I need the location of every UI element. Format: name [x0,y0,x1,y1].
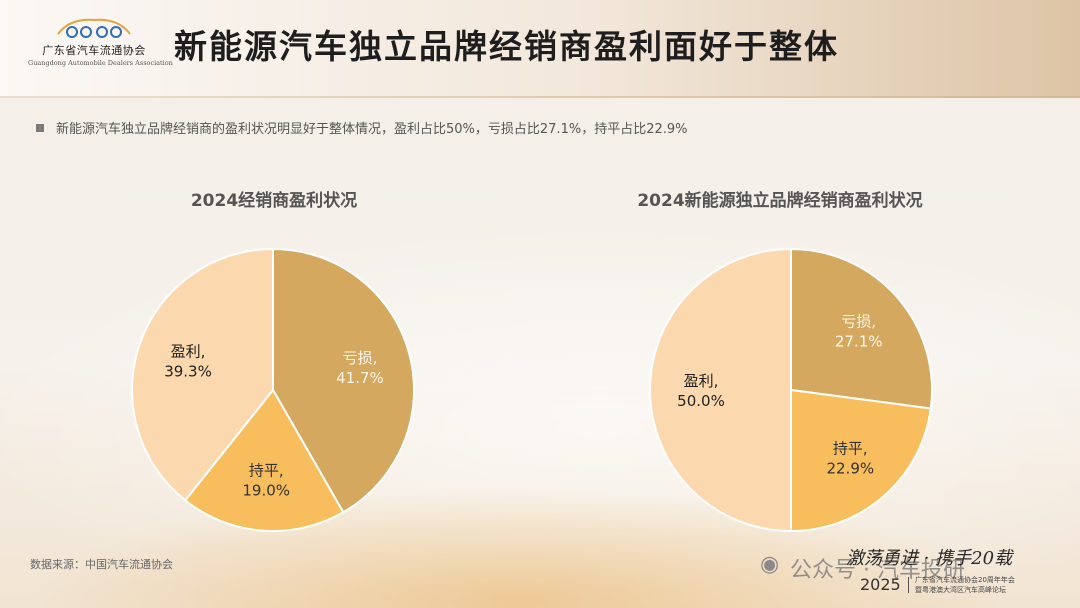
pie-chart-overall: 亏损, 41.7% 持平, 19.0% 盈利, 39.3% [131,247,415,532]
data-source-note: 数据来源：中国汽车流通协会 [30,558,173,571]
event-name-line1: 广东省汽车流通协会20周年年会 [915,576,1015,584]
pie-slice-loss [790,247,933,410]
event-year: 2025 [860,575,901,594]
slice-label-loss: 亏损, 27.1% [835,313,883,351]
slice-label-loss: 亏损, 41.7% [336,349,384,387]
event-name-line2: 暨粤港澳大湾区汽车高峰论坛 [915,586,1006,594]
event-separator [908,577,909,593]
slice-label-flat: 持平, 19.0% [242,462,290,500]
chart-title-nev: 2024新能源独立品牌经销商盈利状况 [637,191,923,211]
car-logo-icon [57,18,131,38]
slice-label-flat: 持平, 22.9% [826,440,874,478]
logo-chinese-name: 广东省汽车流通协会 [42,44,146,57]
logo-english-name: Guangdong Automobile Dealers Association [28,59,173,67]
association-logo: 广东省汽车流通协会 Guangdong Automobile Dealers A… [28,16,173,67]
bullet-square-icon [36,124,44,132]
pie-slice-loss [272,247,415,514]
slice-label-profit: 盈利, 39.3% [164,342,212,380]
watermark-text: 公众号 · 汽车投研 [790,558,965,583]
brush-slogan: 激荡勇进 · 携手20载 [846,548,1013,569]
header-divider [0,96,1080,98]
pie-slice-flat [183,388,345,532]
pie-slice-profit [649,247,792,533]
chart-title-overall: 2024经销商盈利状况 [190,191,358,211]
summary-text: 新能源汽车独立品牌经销商的盈利状况明显好于整体情况，盈利占比50%，亏损占比27… [56,122,688,137]
slice-label-profit: 盈利, 50.0% [677,372,725,410]
pie-slice-flat [790,388,932,533]
page-title: 新能源汽车独立品牌经销商盈利面好于整体 [174,27,839,66]
header-bar [0,0,1080,96]
wechat-icon: ◉ [760,552,780,577]
summary-bullet: 新能源汽车独立品牌经销商的盈利状况明显好于整体情况，盈利占比50%，亏损占比27… [36,118,688,137]
pie-chart-nev: 亏损, 27.1% 持平, 22.9% 盈利, 50.0% [649,247,933,533]
pie-slice-profit [131,247,274,502]
